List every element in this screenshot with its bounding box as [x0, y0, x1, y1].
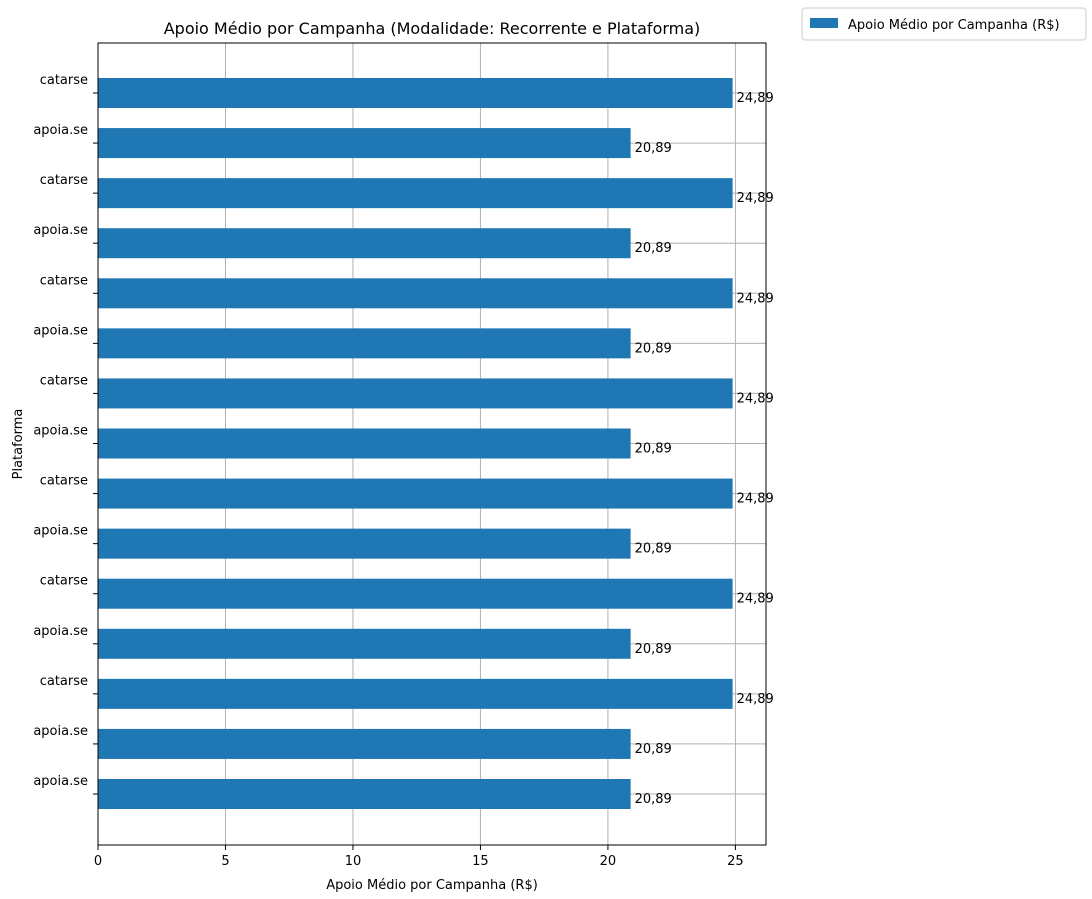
legend: Apoio Médio por Campanha (R$) [801, 7, 1087, 41]
bar-value-label: 20,89 [635, 341, 672, 356]
bar-value-label: 24,89 [737, 492, 774, 507]
y-tick-label: apoia.se [33, 424, 88, 439]
y-axis-label: Plataforma [11, 409, 26, 480]
bar-value-label: 24,89 [737, 291, 774, 306]
bar-value-label: 20,89 [635, 141, 672, 156]
bar-value-label: 20,89 [635, 542, 672, 557]
y-tick-label: catarse [40, 173, 88, 188]
bar-value-label: 20,89 [635, 442, 672, 457]
data-labels: 24,89 20,89 24,89 20,89 24,89 20,89 24,89 20,89… [635, 91, 774, 807]
bar-value-label: 24,89 [737, 391, 774, 406]
x-tick-label: 15 [472, 854, 489, 869]
bar [98, 578, 733, 609]
y-tick-label: catarse [40, 73, 88, 88]
y-tick-label: apoia.se [33, 323, 88, 338]
bar [98, 328, 631, 359]
x-tick-label: 10 [345, 854, 362, 869]
x-axis-label: Apoio Médio por Campanha (R$) [326, 878, 538, 893]
legend-swatch [810, 18, 838, 28]
y-tick-label: apoia.se [33, 774, 88, 789]
x-tick-label: 20 [600, 854, 617, 869]
bar [98, 628, 631, 659]
x-tick-label: 25 [727, 854, 744, 869]
bar [98, 678, 733, 709]
legend-label: Apoio Médio por Campanha (R$) [848, 18, 1060, 33]
y-tick-label: catarse [40, 273, 88, 288]
bar [98, 378, 733, 409]
bar-value-label: 20,89 [635, 792, 672, 807]
bar-value-label: 20,89 [635, 241, 672, 256]
bar-value-label: 24,89 [737, 692, 774, 707]
bar-value-label: 20,89 [635, 742, 672, 757]
y-tick-label: apoia.se [33, 724, 88, 739]
bar [98, 278, 733, 309]
bar [98, 228, 631, 259]
bar-value-label: 24,89 [737, 592, 774, 607]
bar-value-label: 24,89 [737, 91, 774, 106]
chart-title: Apoio Médio por Campanha (Modalidade: Re… [164, 19, 701, 38]
bar [98, 528, 631, 559]
x-axis-ticks: 0 5 10 15 20 25 [94, 845, 744, 869]
x-tick-label: 5 [221, 854, 229, 869]
bar [98, 428, 631, 459]
y-axis-ticks: catarse apoia.se catarse apoia.se catarse apo… [33, 73, 98, 795]
y-tick-label: apoia.se [33, 524, 88, 539]
bar [98, 728, 631, 759]
bar [98, 178, 733, 209]
bar [98, 478, 733, 509]
y-tick-label: apoia.se [33, 123, 88, 138]
y-tick-label: catarse [40, 574, 88, 589]
bar [98, 78, 733, 108]
legend-box [801, 7, 1087, 41]
bar [98, 779, 631, 809]
x-tick-label: 0 [94, 854, 102, 869]
bar-value-label: 24,89 [737, 191, 774, 206]
bar-value-label: 20,89 [635, 642, 672, 657]
y-tick-label: apoia.se [33, 624, 88, 639]
bars [98, 78, 733, 809]
y-tick-label: apoia.se [33, 223, 88, 238]
bar [98, 128, 631, 159]
y-tick-label: catarse [40, 474, 88, 489]
y-tick-label: catarse [40, 674, 88, 689]
y-tick-label: catarse [40, 373, 88, 388]
